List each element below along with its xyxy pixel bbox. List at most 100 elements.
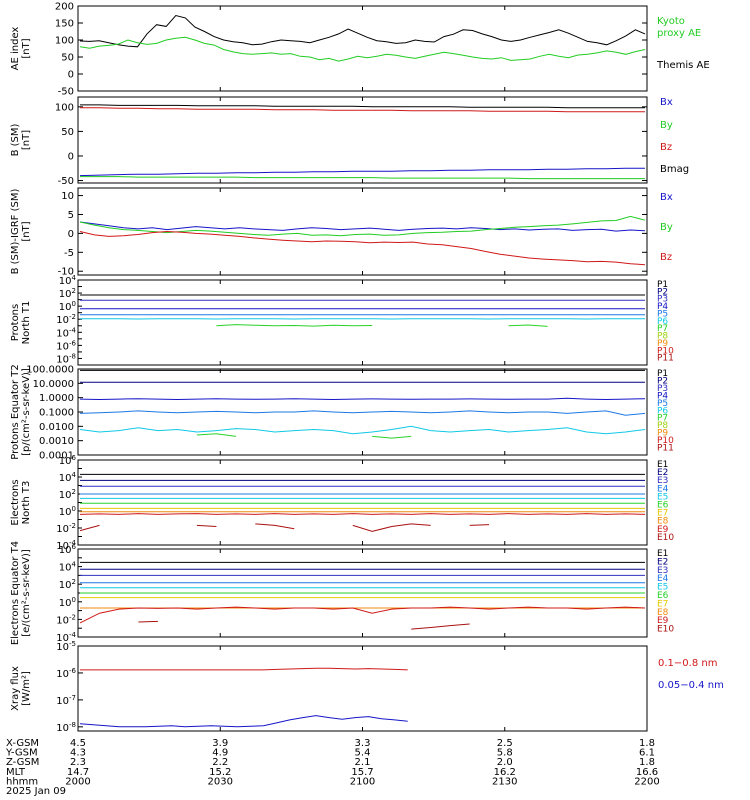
y-tick-label: 5 — [68, 210, 74, 221]
panel-bdiff: 10 5 0 -5 -10 B (SM)-IGRF (SM)[nT] Bx By Bz — [10, 187, 673, 278]
y-tick-label: 106 — [59, 543, 77, 556]
y-tick-label: 102 — [59, 578, 76, 591]
series-line-p5 — [79, 410, 646, 416]
y-axis-label: Xray flux[W/m²] — [10, 666, 32, 711]
legend-label: Bx — [660, 192, 673, 203]
y-tick-label: 10-4 — [56, 326, 76, 339]
legend-label: E5 — [657, 583, 668, 593]
y-axis-label: ProtonsNorth T1 — [10, 301, 32, 345]
legend-label: proxy AE — [657, 28, 701, 39]
y-tick-label-label: 10-2 — [56, 613, 76, 626]
y-tick-label: 10.0000 — [33, 379, 74, 390]
y-axis-label: Electrons Equator T4[e/(cm²-s-sr-keV)] — [10, 541, 32, 645]
legend-label: Bz — [660, 252, 672, 263]
x-value: 3.3 — [355, 738, 371, 749]
y-tick-label-label: 10-4 — [56, 539, 76, 552]
x-value: 2200 — [634, 776, 659, 787]
legend-label: By — [660, 222, 673, 233]
y-tick-label: 10-4 — [56, 631, 76, 644]
series-line-bx — [79, 221, 646, 232]
y-tick-label: 0.0010 — [39, 436, 74, 447]
panel-bsm: 100 50 0 -50 B (SM)[nT] Bx By Bz Bmag — [10, 96, 689, 187]
y-tick-label: -5 — [64, 248, 74, 259]
legend-label: E8 — [657, 517, 669, 527]
x-value: 2030 — [208, 776, 233, 787]
legend-label: By — [660, 120, 673, 131]
y-tick-label: 100 — [55, 102, 74, 113]
y-tick-label-label: 104 — [59, 561, 77, 574]
series-line-p7 — [196, 433, 412, 439]
y-tick-label: 100 — [55, 36, 74, 47]
x-row-label: Y-GSM — [5, 748, 38, 759]
y-axis-label: B (SM)[nT] — [10, 123, 32, 156]
panel-frame — [77, 279, 648, 366]
x-value: 4.3 — [70, 748, 86, 759]
legend-label: P10 — [657, 436, 674, 446]
panel-frame — [77, 645, 648, 732]
legend-label: E1 — [657, 549, 668, 559]
panel-frame — [77, 5, 648, 92]
series-line-e9 — [79, 513, 646, 515]
x-row-label: hhmm — [6, 776, 38, 787]
y-tick-label: 0.0001 — [39, 451, 74, 462]
legend-label: E3 — [657, 476, 668, 486]
panel-frame — [77, 459, 648, 546]
x-value: 15.7 — [351, 767, 373, 778]
x-value: 4.9 — [212, 748, 228, 759]
legend-label: E3 — [657, 566, 668, 576]
series-line-p7 — [216, 324, 548, 327]
y-tick-label-label: 100 — [59, 596, 76, 609]
y-tick-label: 0 — [68, 70, 74, 81]
series-line-0-05-0-4-nm — [79, 715, 408, 728]
series-line-bx — [79, 167, 645, 177]
legend-label: P6 — [657, 406, 668, 416]
legend-label: E10 — [657, 625, 674, 635]
series-line-bmag — [80, 104, 645, 109]
series-line-p4 — [79, 397, 646, 401]
series-line-e9 — [79, 606, 646, 624]
legend-label: P1 — [657, 280, 668, 290]
legend-label: P2 — [657, 287, 668, 297]
y-tick-label-label: 104 — [59, 274, 77, 287]
y-tick-label: 10 — [61, 191, 74, 202]
y-axis-label: B (SM)-IGRF (SM)[nT] — [10, 189, 32, 275]
legend-label: P3 — [657, 384, 668, 394]
y-tick-label: 10-8 — [56, 352, 76, 365]
y-tick-label: 10-8 — [56, 721, 76, 734]
y-tick-label: 10-2 — [56, 313, 76, 326]
x-row-label: 2025 Jan 09 — [6, 786, 66, 797]
legend-label: E8 — [657, 608, 669, 618]
series-line-by — [80, 176, 645, 180]
legend-label: E7 — [657, 509, 668, 519]
x-value: 15.2 — [209, 767, 231, 778]
series-line-p6 — [79, 425, 646, 435]
legend-label: E9 — [657, 616, 669, 626]
y-tick-label-label: 10-8 — [56, 721, 76, 734]
y-tick-label: 106 — [59, 454, 77, 467]
x-value: 2000 — [65, 776, 90, 787]
x-value: 2.2 — [212, 757, 228, 768]
x-value: 4.5 — [70, 738, 86, 749]
legend-label: P3 — [657, 295, 668, 305]
legend-label: Bz — [660, 142, 672, 153]
legend-label: Bx — [660, 97, 673, 108]
legend-label: P2 — [657, 376, 668, 386]
x-value: 16.6 — [636, 767, 658, 778]
y-tick-label-label: 100 — [59, 505, 76, 518]
y-tick-label: 150 — [55, 19, 74, 30]
series-line-e10 — [138, 620, 470, 630]
y-tick-label-label: 10-8 — [56, 352, 76, 365]
x-value: 5.4 — [355, 748, 371, 759]
legend-label: P4 — [657, 391, 668, 401]
y-tick-label: -50 — [58, 87, 74, 98]
legend-label: P8 — [657, 332, 668, 342]
x-value: 2.0 — [497, 757, 513, 768]
y-axis-label: Protons Equator T2[p/(cm²-s-sr-keV)] — [10, 364, 32, 460]
y-tick-label-label: 100 — [59, 300, 76, 313]
legend-label: E1 — [657, 460, 668, 470]
y-tick-label: 10-2 — [56, 613, 76, 626]
legend-label: E2 — [657, 557, 668, 567]
y-tick-label-label: 10-5 — [56, 640, 76, 653]
